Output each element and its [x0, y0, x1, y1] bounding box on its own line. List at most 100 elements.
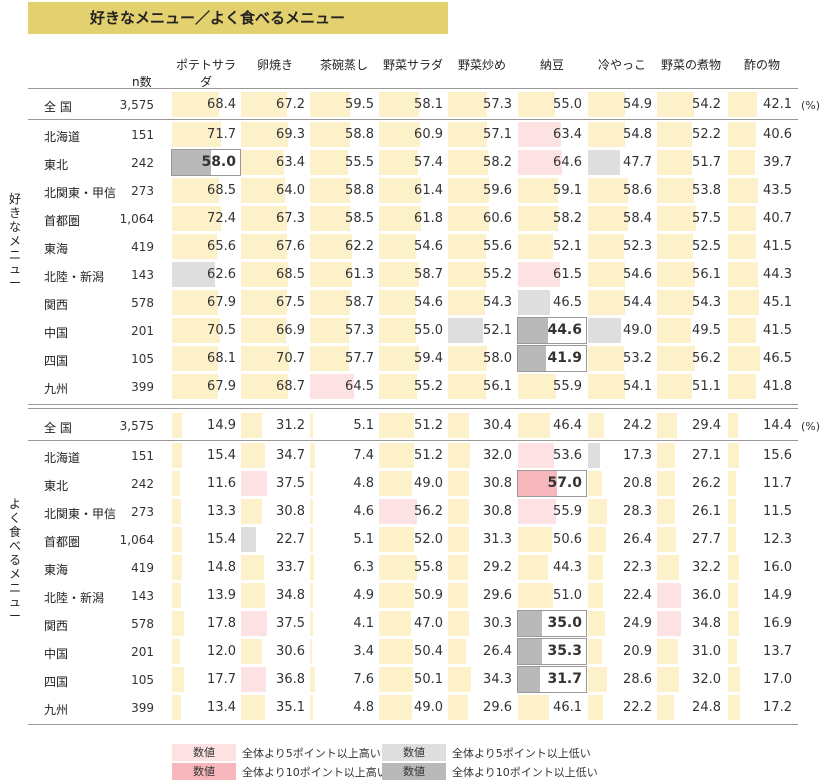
value-label: 51.7 [692, 155, 721, 170]
value-bar [310, 290, 350, 315]
value-label: 15.6 [763, 448, 792, 463]
value-label: 34.3 [483, 672, 512, 687]
value-label: 44.3 [553, 560, 582, 575]
value-bar [310, 122, 350, 147]
value-bar [657, 318, 691, 343]
region-label: 東海 [44, 242, 69, 256]
table-cell: 61.3 [310, 262, 378, 287]
value-bar [448, 262, 486, 287]
value-bar [241, 122, 289, 147]
value-bar [588, 150, 621, 175]
n-count: 419 [131, 240, 154, 254]
value-bar [657, 639, 679, 664]
column-header: 納豆 [539, 58, 564, 72]
table-cell: 14.4 [728, 413, 796, 438]
region-label: 北関東・甲信 [44, 186, 117, 200]
value-bar [172, 234, 217, 259]
value-label: 4.8 [353, 476, 374, 491]
value-bar [172, 413, 183, 438]
value-label: 34.8 [692, 616, 721, 631]
value-label: 41.9 [547, 350, 582, 366]
n-count: 578 [131, 296, 154, 310]
table-cell: 37.5 [241, 471, 309, 496]
value-label: 57.4 [414, 155, 443, 170]
value-label: 55.0 [553, 97, 582, 112]
table-cell: 56.2 [379, 499, 447, 524]
value-label: 55.5 [345, 155, 374, 170]
value-bar [728, 346, 760, 371]
value-bar [172, 471, 180, 496]
table-cell: 5.1 [310, 413, 378, 438]
table-cell: 53.8 [657, 178, 725, 203]
value-label: 67.3 [276, 211, 305, 226]
value-bar [728, 206, 756, 231]
value-label: 32.0 [692, 672, 721, 687]
legend-text: 全体より5ポイント以上高い [242, 747, 381, 760]
value-bar [448, 413, 469, 438]
table-cell: 15.4 [172, 443, 240, 468]
value-label: 40.6 [763, 127, 792, 142]
value-label: 58.8 [345, 183, 374, 198]
value-label: 58.7 [414, 267, 443, 282]
value-label: 54.3 [483, 295, 512, 310]
table-cell: 52.1 [448, 318, 516, 343]
value-label: 61.3 [345, 267, 374, 282]
value-label: 4.9 [353, 588, 374, 603]
section-label: 好きなメニュー [8, 192, 21, 290]
value-label: 33.7 [276, 560, 305, 575]
value-bar [657, 499, 675, 524]
value-bar [241, 318, 287, 343]
legend-swatch: 数値 [172, 744, 236, 761]
region-label: 関西 [44, 298, 69, 312]
value-bar [241, 499, 262, 524]
value-bar [310, 206, 350, 231]
value-bar [241, 346, 290, 371]
table-cell: 68.5 [241, 262, 309, 287]
table-cell: 68.7 [241, 374, 309, 399]
table-cell: 58.7 [379, 262, 447, 287]
value-label: 55.9 [553, 504, 582, 519]
table-cell: 11.5 [728, 499, 796, 524]
table-cell: 72.4 [172, 206, 240, 231]
value-label: 52.1 [553, 239, 582, 254]
region-label: 北海道 [44, 130, 81, 144]
table-cell: 62.2 [310, 234, 378, 259]
table-cell: 31.2 [241, 413, 309, 438]
table-cell: 26.2 [657, 471, 725, 496]
column-header: 卵焼き [256, 58, 293, 72]
table-cell: 4.1 [310, 611, 378, 636]
table-cell: 3.4 [310, 639, 378, 664]
table-cell: 4.8 [310, 471, 378, 496]
value-bar [588, 178, 628, 203]
table-cell: 53.6 [518, 443, 586, 468]
value-label: 65.6 [207, 239, 236, 254]
value-label: 61.8 [414, 211, 443, 226]
value-bar [241, 290, 287, 315]
value-label: 57.0 [547, 475, 582, 491]
value-label: 52.0 [414, 532, 443, 547]
table-cell: 16.0 [728, 555, 796, 580]
legend-text: 全体より5ポイント以上低い [452, 747, 591, 760]
value-label: 49.0 [623, 323, 652, 338]
table-cell: 69.3 [241, 122, 309, 147]
value-bar [241, 92, 287, 117]
value-label: 58.6 [623, 183, 652, 198]
value-bar [241, 583, 265, 608]
value-label: 31.7 [547, 671, 582, 687]
value-bar [518, 471, 557, 496]
region-label: 北陸・新潟 [44, 591, 105, 605]
value-bar [728, 639, 738, 664]
value-bar [728, 443, 739, 468]
value-bar [518, 206, 558, 231]
region-label: 北関東・甲信 [44, 507, 117, 521]
table-cell: 29.6 [448, 583, 516, 608]
table-cell: 30.8 [448, 499, 516, 524]
value-label: 28.3 [623, 504, 652, 519]
region-label: 東海 [44, 563, 69, 577]
table-cell: 41.5 [728, 234, 796, 259]
table-cell: 57.4 [379, 150, 447, 175]
value-bar [518, 374, 556, 399]
value-bar [588, 583, 604, 608]
value-label: 71.7 [207, 127, 236, 142]
value-label: 28.6 [623, 672, 652, 687]
